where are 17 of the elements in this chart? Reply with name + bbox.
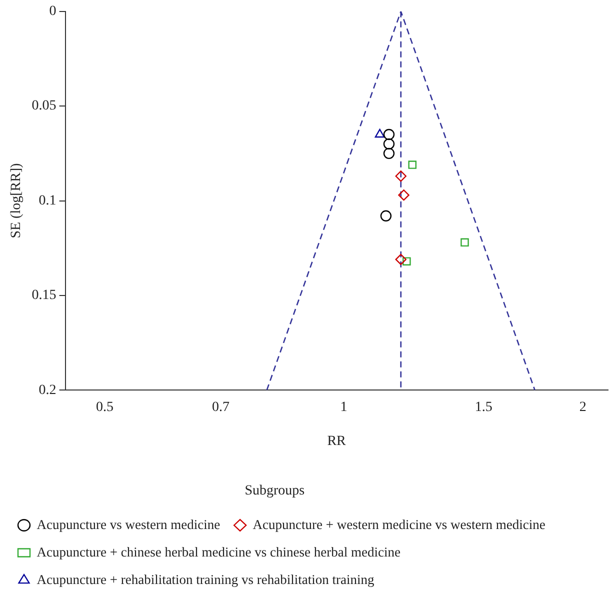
- y-tick-label: 0.1: [38, 193, 56, 208]
- y-tick-label: 0.15: [32, 288, 56, 304]
- legend-label: Acupuncture + chinese herbal medicine vs chinese herbal medicine: [36, 544, 400, 560]
- legend-label: Acupuncture + western medicine vs western medicine: [252, 516, 546, 532]
- legend-label: Acupuncture + rehabilitation training vs rehabilitation training: [36, 572, 375, 587]
- legend-title: Subgroups: [244, 483, 305, 498]
- x-tick-label: 2: [579, 400, 586, 416]
- legend-label: Acupuncture vs western medicine: [36, 516, 220, 532]
- y-tick-label: 0.2: [38, 382, 56, 398]
- x-tick-label: 1.5: [474, 400, 492, 416]
- y-tick-label: 0: [49, 4, 56, 20]
- x-axis-title: RR: [327, 434, 347, 449]
- y-axis-title: SE (log[RR]): [9, 162, 24, 238]
- x-tick-label: 1: [340, 400, 348, 416]
- y-tick-label: 0.05: [32, 98, 56, 114]
- x-tick-label: 0.5: [96, 400, 114, 416]
- x-tick-label: 0.7: [212, 400, 230, 416]
